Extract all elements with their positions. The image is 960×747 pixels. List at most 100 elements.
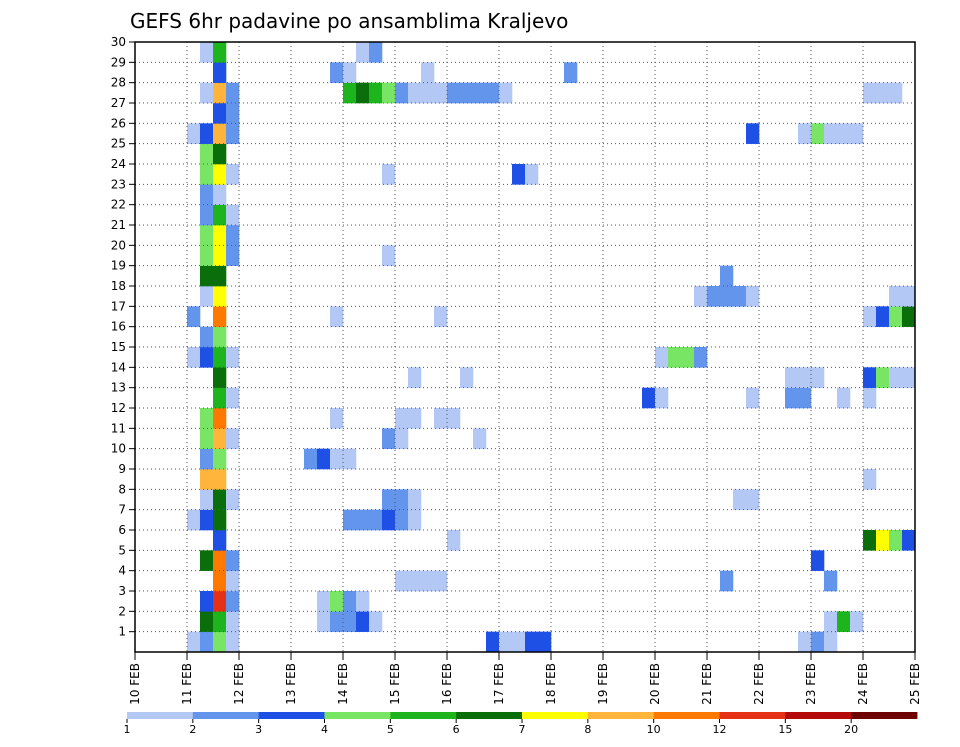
y-tick-label: 12 xyxy=(111,401,126,415)
y-tick-label: 29 xyxy=(111,55,126,69)
x-tick-label: 21 FEB xyxy=(700,663,714,705)
heatmap-cell xyxy=(876,306,889,327)
heatmap-cell xyxy=(213,591,226,612)
legend-label: 10 xyxy=(647,723,661,736)
heatmap-cell xyxy=(694,347,707,368)
heatmap-cell xyxy=(863,306,876,327)
heatmap-cell xyxy=(200,449,213,470)
heatmap-cell xyxy=(200,408,213,429)
heatmap-cell xyxy=(200,611,213,632)
heatmap-cell xyxy=(421,62,434,83)
x-tick-label: 10 FEB xyxy=(128,663,142,705)
heatmap-cell xyxy=(824,123,837,144)
heatmap-cell xyxy=(226,123,239,144)
heatmap-cell xyxy=(226,489,239,510)
chart-title: GEFS 6hr padavine po ansamblima Kraljevo xyxy=(130,9,568,33)
x-tick-label: 13 FEB xyxy=(284,663,298,705)
legend-swatch xyxy=(522,712,588,719)
heatmap-cell xyxy=(226,591,239,612)
heatmap-cell xyxy=(395,489,408,510)
heatmap-cell xyxy=(226,571,239,592)
heatmap-cell xyxy=(837,388,850,409)
heatmap-cell xyxy=(876,367,889,388)
heatmap-cell xyxy=(200,469,213,490)
heatmap-cell xyxy=(356,42,369,63)
heatmap-cell xyxy=(837,611,850,632)
heatmap-cell xyxy=(213,83,226,104)
heatmap-cell xyxy=(850,611,863,632)
heatmap-cell xyxy=(213,184,226,205)
heatmap-cell xyxy=(200,245,213,266)
legend-label: 12 xyxy=(713,723,727,736)
heatmap-cell xyxy=(226,205,239,226)
heatmap-cell xyxy=(200,428,213,449)
y-tick-label: 2 xyxy=(118,604,126,618)
heatmap-cell xyxy=(902,530,915,551)
x-tick-label: 25 FEB xyxy=(908,663,922,705)
heatmap-cell xyxy=(746,388,759,409)
heatmap-cell xyxy=(213,164,226,185)
y-tick-label: 10 xyxy=(111,442,126,456)
y-tick-label: 20 xyxy=(111,238,126,252)
heatmap-cell xyxy=(200,327,213,348)
y-tick-label: 4 xyxy=(118,564,126,578)
heatmap-cell xyxy=(720,286,733,307)
legend-swatch xyxy=(588,712,654,719)
heatmap-cell xyxy=(889,306,902,327)
heatmap-cell xyxy=(707,286,720,307)
heatmap-cell xyxy=(343,591,356,612)
heatmap-cell xyxy=(486,632,499,653)
y-tick-label: 13 xyxy=(111,381,126,395)
heatmap-cell xyxy=(811,123,824,144)
heatmap-cell xyxy=(655,347,668,368)
heatmap-cell xyxy=(382,83,395,104)
heatmap-cell xyxy=(447,83,460,104)
heatmap-cell xyxy=(434,571,447,592)
heatmap-cell xyxy=(356,83,369,104)
y-tick-label: 17 xyxy=(111,299,126,313)
heatmap-cell xyxy=(889,286,902,307)
heatmap-cell xyxy=(213,245,226,266)
heatmap-cell xyxy=(382,245,395,266)
heatmap-cell xyxy=(421,571,434,592)
legend-label: 15 xyxy=(778,723,792,736)
legend-swatch xyxy=(325,712,391,719)
y-tick-label: 28 xyxy=(111,76,126,90)
heatmap-cell xyxy=(460,367,473,388)
y-tick-label: 21 xyxy=(111,218,126,232)
heatmap-cell xyxy=(733,489,746,510)
heatmap-cell xyxy=(213,510,226,531)
heatmap-cell xyxy=(447,408,460,429)
heatmap-cell xyxy=(343,449,356,470)
y-tick-label: 26 xyxy=(111,116,126,130)
y-tick-label: 24 xyxy=(111,157,126,171)
heatmap-cell xyxy=(889,367,902,388)
heatmap-cell xyxy=(746,123,759,144)
heatmap-cell xyxy=(213,408,226,429)
y-tick-label: 5 xyxy=(118,543,126,557)
heatmap-cell xyxy=(187,123,200,144)
y-tick-label: 22 xyxy=(111,198,126,212)
y-tick-label: 6 xyxy=(118,523,126,537)
heatmap-cell xyxy=(213,571,226,592)
heatmap-cell xyxy=(863,530,876,551)
heatmap-cell xyxy=(811,550,824,571)
y-tick-label: 16 xyxy=(111,320,126,334)
heatmap-cell xyxy=(382,428,395,449)
heatmap-cell xyxy=(408,489,421,510)
heatmap-cell xyxy=(356,611,369,632)
heatmap-cell xyxy=(785,367,798,388)
heatmap-cell xyxy=(798,388,811,409)
heatmap-cell xyxy=(460,83,473,104)
heatmap-cell xyxy=(876,530,889,551)
heatmap-cell xyxy=(330,306,343,327)
heatmap-cell xyxy=(226,245,239,266)
heatmap-cell xyxy=(408,408,421,429)
legend-label: 7 xyxy=(519,723,526,736)
heatmap-cell xyxy=(343,62,356,83)
heatmap-cell xyxy=(811,632,824,653)
heatmap-cell xyxy=(642,388,655,409)
y-tick-label: 14 xyxy=(111,360,126,374)
heatmap-cell xyxy=(213,42,226,63)
